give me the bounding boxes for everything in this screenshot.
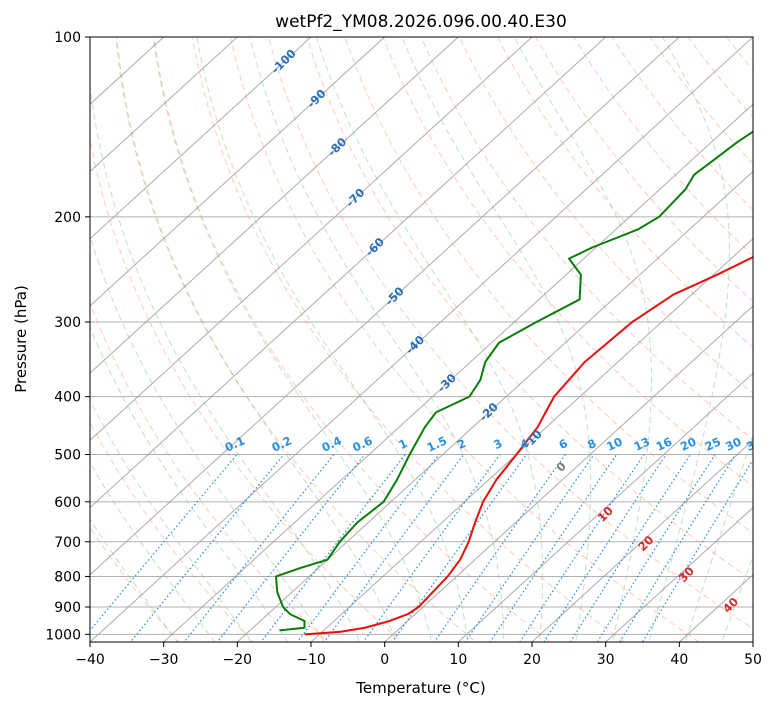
moist-adiabat-line xyxy=(116,37,397,642)
dry-adiabat-line xyxy=(420,37,753,441)
x-tick-label: −30 xyxy=(149,652,179,668)
dry-adiabat-line xyxy=(267,37,753,630)
dry-adiabat-line xyxy=(115,37,477,642)
y-axis-label: Pressure (hPa) xyxy=(12,285,30,393)
dry-adiabat-line xyxy=(382,37,753,487)
x-tick-label: 30 xyxy=(597,652,615,668)
mixing-ratio-line xyxy=(183,454,335,642)
x-tick-label: 50 xyxy=(744,652,762,668)
mixing-ratio-line xyxy=(489,454,618,642)
skew-isotherm-line xyxy=(90,37,533,442)
moist-adiabat-line xyxy=(90,234,325,642)
mixing-ratio-line xyxy=(519,454,645,642)
moist-adiabat-line xyxy=(721,554,753,642)
mixing-ratio-line xyxy=(296,454,440,642)
y-tick-label: 800 xyxy=(54,569,81,585)
y-tick-label: 300 xyxy=(54,315,81,331)
y-tick-label: 700 xyxy=(54,535,81,551)
x-tick-label: 20 xyxy=(523,652,541,668)
dry-adiabat-line xyxy=(90,302,329,642)
skew-isotherm-line xyxy=(90,37,312,240)
y-tick-label: 500 xyxy=(54,448,81,464)
mixing-ratio-label: 36 xyxy=(744,434,764,453)
y-tick-label: 200 xyxy=(54,210,81,226)
mixing-ratio-line xyxy=(391,454,528,642)
mixing-ratio-line xyxy=(641,458,753,642)
mixing-ratio-label: 20 xyxy=(678,434,698,453)
dry-adiabat-line xyxy=(458,37,753,394)
skew-isotherm-line xyxy=(90,37,607,509)
dry-adiabat-line xyxy=(191,37,626,642)
y-tick-label: 900 xyxy=(54,600,81,616)
plot-frame xyxy=(89,36,754,643)
moist-adiabat-line xyxy=(90,518,179,642)
mixing-ratio-line xyxy=(543,454,667,642)
chart-title: wetPf2_YM08.2026.096.00.40.E30 xyxy=(275,12,567,32)
skew-isotherm-line xyxy=(90,37,753,642)
mixing-ratio-label: 10 xyxy=(604,434,624,453)
moist-adiabat-line xyxy=(315,37,543,642)
skew-isotherm-line xyxy=(604,506,753,642)
x-tick-label: −40 xyxy=(75,652,105,668)
dewpoint-profile-line xyxy=(275,130,753,632)
mixing-ratio-label: 25 xyxy=(703,434,723,453)
mixing-ratio-label: 13 xyxy=(632,434,652,453)
mixing-ratio-line xyxy=(216,454,366,642)
skew-isotherm-line xyxy=(383,305,753,642)
skew-isotherm-line xyxy=(236,170,753,642)
x-axis-label: Temperature (°C) xyxy=(355,679,485,697)
y-tick-label: 100 xyxy=(54,30,81,46)
y-tick-label: 1000 xyxy=(45,627,81,643)
skew-isotherm-line xyxy=(531,439,753,642)
mixing-ratio-line xyxy=(619,454,737,642)
skew-isotherm-line xyxy=(310,237,753,642)
skew-isotherm-line xyxy=(90,37,681,576)
x-tick-label: 40 xyxy=(670,652,688,668)
plot-area xyxy=(90,37,753,642)
moist-adiabat-line xyxy=(401,37,592,642)
skew-isotherm-line xyxy=(90,37,239,173)
dry-adiabat-line xyxy=(153,37,552,642)
x-tick-label: 0 xyxy=(380,652,389,668)
skew-isotherm-line xyxy=(90,37,386,307)
mixing-ratio-line xyxy=(596,454,716,642)
mixing-ratio-label: 30 xyxy=(723,434,743,453)
dry-adiabat-line xyxy=(229,37,700,642)
y-axis: 100 200 300 400 500 600 700 800 900 1000 xyxy=(45,30,90,643)
skew-isotherm-line xyxy=(162,103,753,642)
mixing-ratio-line xyxy=(569,454,691,642)
dry-adiabat-line xyxy=(90,136,403,642)
skew-isotherm-line xyxy=(90,37,460,374)
skew-isotherm-line xyxy=(457,372,753,642)
x-tick-label: −20 xyxy=(223,652,253,668)
mixing-ratio-line xyxy=(433,454,566,642)
y-tick-label: 600 xyxy=(54,495,81,511)
temperature-profile-line xyxy=(304,256,753,636)
x-tick-label: −10 xyxy=(296,652,326,668)
mixing-ratio-label: 16 xyxy=(654,434,674,453)
y-tick-label: 400 xyxy=(54,390,81,406)
dry-adiabat-line xyxy=(306,37,753,582)
x-tick-label: 10 xyxy=(449,652,467,668)
x-axis: −40 −30 −20 −10 0 10 20 30 40 50 xyxy=(75,642,762,668)
mixing-ratio-line xyxy=(90,454,238,632)
moist-adiabat-line xyxy=(249,37,505,642)
